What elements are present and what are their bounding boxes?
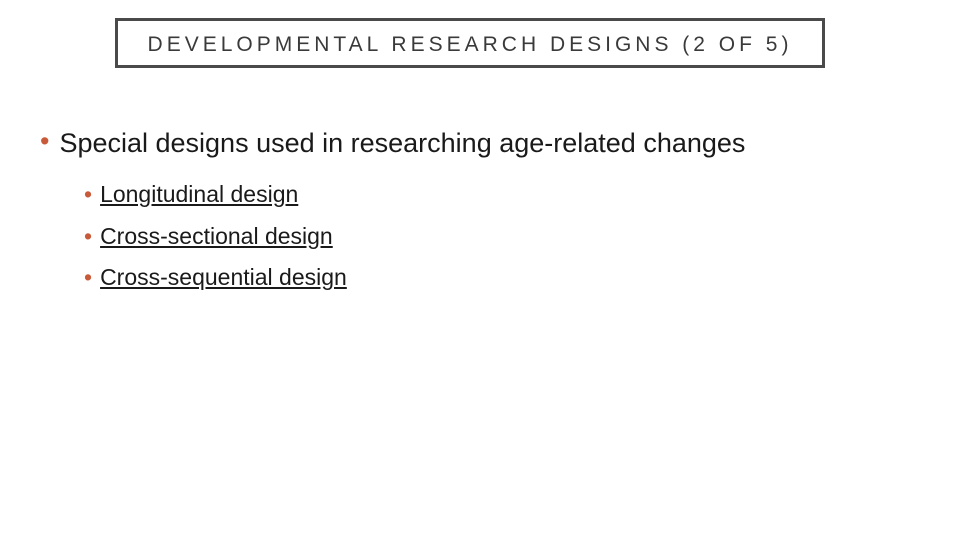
bullet-icon: •	[84, 181, 92, 209]
bullet-icon: •	[84, 223, 92, 251]
slide: DEVELOPMENTAL RESEARCH DESIGNS (2 OF 5) …	[0, 0, 960, 540]
slide-body: • Special designs used in researching ag…	[40, 128, 920, 306]
l2-text: Cross-sectional design	[100, 223, 333, 250]
bullet-level-2: • Longitudinal design	[84, 181, 920, 209]
l2-text: Longitudinal design	[100, 181, 298, 208]
l1-text: Special designs used in researching age-…	[59, 128, 745, 159]
bullet-level-2: • Cross-sectional design	[84, 223, 920, 251]
l2-text: Cross-sequential design	[100, 264, 347, 291]
title-box: DEVELOPMENTAL RESEARCH DESIGNS (2 OF 5)	[115, 18, 825, 68]
bullet-icon: •	[84, 264, 92, 292]
bullet-level-1: • Special designs used in researching ag…	[40, 128, 920, 159]
bullet-level-2: • Cross-sequential design	[84, 264, 920, 292]
slide-title: DEVELOPMENTAL RESEARCH DESIGNS (2 OF 5)	[130, 31, 810, 59]
bullet-icon: •	[40, 128, 49, 155]
